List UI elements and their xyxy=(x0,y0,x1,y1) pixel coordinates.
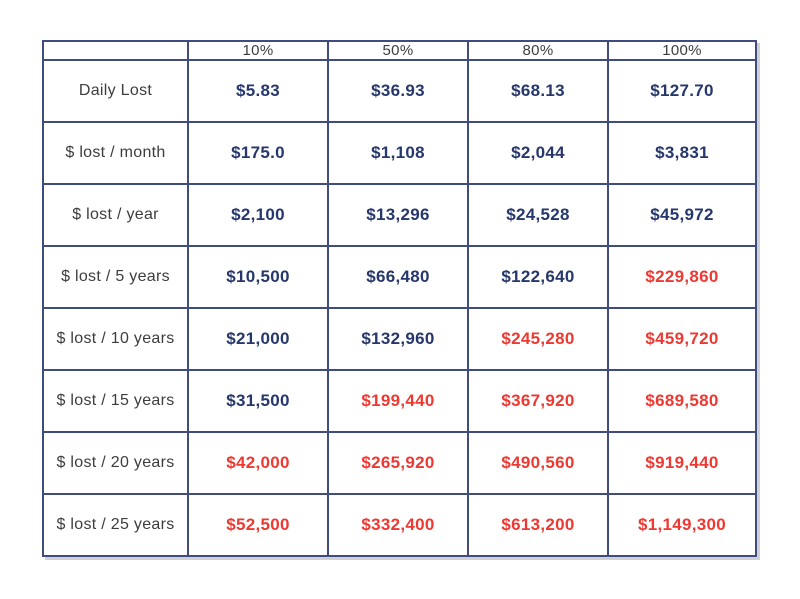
value-cell: $919,440 xyxy=(607,431,757,495)
value-cell: $2,044 xyxy=(467,121,609,185)
money-lost-table: 10% 50% 80% 100% Daily Lost $5.83 $36.93 $68.1… xyxy=(42,40,757,557)
value-cell: $2,100 xyxy=(187,183,329,247)
value-cell: $229,860 xyxy=(607,245,757,309)
row-label: $ lost / 5 years xyxy=(42,245,189,309)
value-cell: $1,149,300 xyxy=(607,493,757,557)
value-cell: $245,280 xyxy=(467,307,609,371)
value-cell: $265,920 xyxy=(327,431,469,495)
table-row: $ lost / 15 years $31,500 $199,440 $367,920… xyxy=(42,369,757,433)
row-label: $ lost / 15 years xyxy=(42,369,189,433)
table-row: $ lost / 5 years $10,500 $66,480 $122,640 $2… xyxy=(42,245,757,309)
value-cell: $332,400 xyxy=(327,493,469,557)
value-cell: $175.0 xyxy=(187,121,329,185)
table-row: Daily Lost $5.83 $36.93 $68.13 $127.70 xyxy=(42,59,757,123)
value-cell: $199,440 xyxy=(327,369,469,433)
table-row: $ lost / month $175.0 $1,108 $2,044 $3,831 xyxy=(42,121,757,185)
value-cell: $21,000 xyxy=(187,307,329,371)
column-header-50pct: 50% xyxy=(327,40,469,61)
column-header-80pct: 80% xyxy=(467,40,609,61)
value-cell: $367,920 xyxy=(467,369,609,433)
row-label: $ lost / 20 years xyxy=(42,431,189,495)
value-cell: $490,560 xyxy=(467,431,609,495)
table-row: $ lost / year $2,100 $13,296 $24,528 $45,972 xyxy=(42,183,757,247)
value-cell: $68.13 xyxy=(467,59,609,123)
value-cell: $24,528 xyxy=(467,183,609,247)
value-cell: $613,200 xyxy=(467,493,609,557)
value-cell: $13,296 xyxy=(327,183,469,247)
value-cell: $122,640 xyxy=(467,245,609,309)
row-label: $ lost / month xyxy=(42,121,189,185)
value-cell: $66,480 xyxy=(327,245,469,309)
row-label: $ lost / year xyxy=(42,183,189,247)
value-cell: $1,108 xyxy=(327,121,469,185)
value-cell: $42,000 xyxy=(187,431,329,495)
table-row: $ lost / 20 years $42,000 $265,920 $490,560… xyxy=(42,431,757,495)
table-row: $ lost / 25 years $52,500 $332,400 $613,200… xyxy=(42,493,757,557)
value-cell: $45,972 xyxy=(607,183,757,247)
column-header-100pct: 100% xyxy=(607,40,757,61)
value-cell: $689,580 xyxy=(607,369,757,433)
value-cell: $459,720 xyxy=(607,307,757,371)
row-label: $ lost / 10 years xyxy=(42,307,189,371)
row-label: Daily Lost xyxy=(42,59,189,123)
value-cell: $127.70 xyxy=(607,59,757,123)
value-cell: $3,831 xyxy=(607,121,757,185)
row-label: $ lost / 25 years xyxy=(42,493,189,557)
value-cell: $31,500 xyxy=(187,369,329,433)
value-cell: $36.93 xyxy=(327,59,469,123)
value-cell: $52,500 xyxy=(187,493,329,557)
value-cell: $5.83 xyxy=(187,59,329,123)
column-header-10pct: 10% xyxy=(187,40,329,61)
value-cell: $10,500 xyxy=(187,245,329,309)
table-row: $ lost / 10 years $21,000 $132,960 $245,280… xyxy=(42,307,757,371)
header-row: 10% 50% 80% 100% xyxy=(42,40,757,61)
value-cell: $132,960 xyxy=(327,307,469,371)
corner-cell xyxy=(42,40,189,61)
